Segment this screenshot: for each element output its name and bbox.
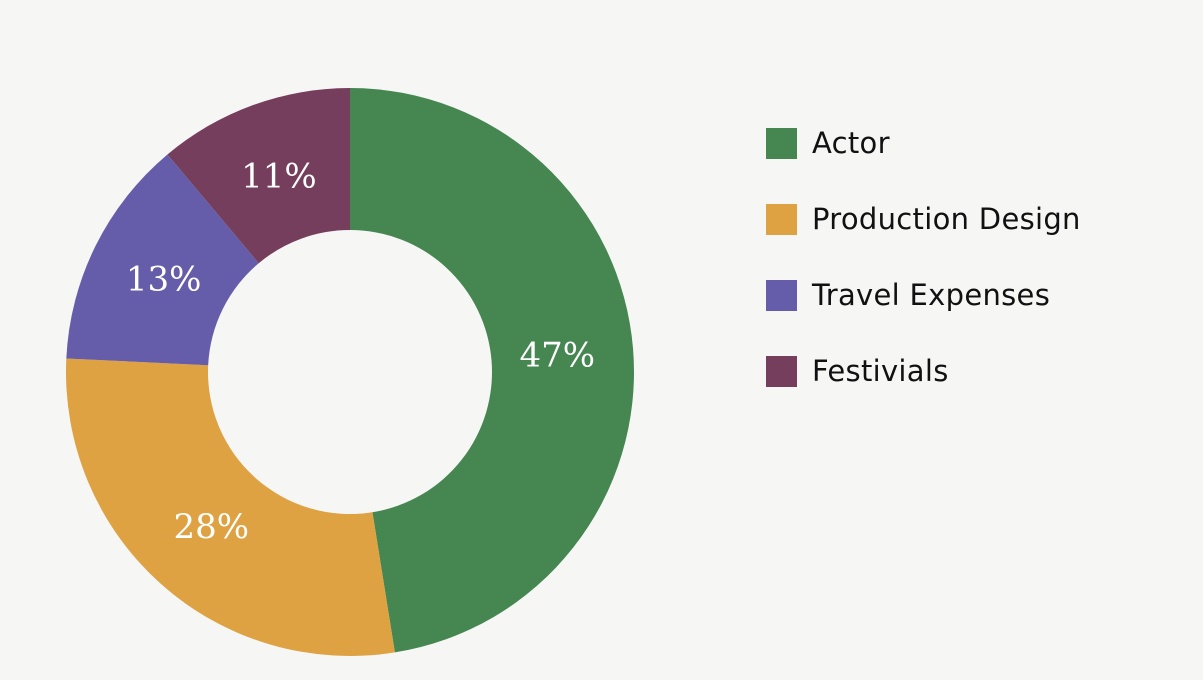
legend-swatch-festivials: [766, 355, 797, 387]
chart-legend: Actor Production Design Travel Expenses …: [766, 124, 1186, 428]
legend-swatch-travel-expenses: [766, 279, 797, 311]
legend-item-production-design: Production Design: [766, 200, 1186, 238]
legend-label-travel-expenses: Travel Expenses: [812, 278, 1051, 312]
slice-actor: [350, 88, 634, 653]
legend-item-actor: Actor: [766, 124, 1186, 162]
legend-item-travel-expenses: Travel Expenses: [766, 276, 1186, 314]
slice-label-actor: 47%: [520, 336, 596, 376]
legend-swatch-production-design: [766, 203, 797, 235]
slice-label-festivials: 11%: [241, 157, 317, 197]
slice-label-travel-expenses: 13%: [126, 260, 202, 300]
slice-production-design: [65, 358, 395, 656]
legend-label-production-design: Production Design: [812, 202, 1081, 236]
slice-label-production-design: 28%: [174, 507, 250, 547]
legend-item-festivials: Festivials: [766, 352, 1186, 390]
slice-festivials: [167, 88, 350, 264]
legend-swatch-actor: [766, 127, 797, 159]
legend-label-actor: Actor: [812, 126, 890, 160]
slice-travel-expenses: [66, 154, 259, 366]
legend-label-festivials: Festivials: [812, 354, 949, 388]
